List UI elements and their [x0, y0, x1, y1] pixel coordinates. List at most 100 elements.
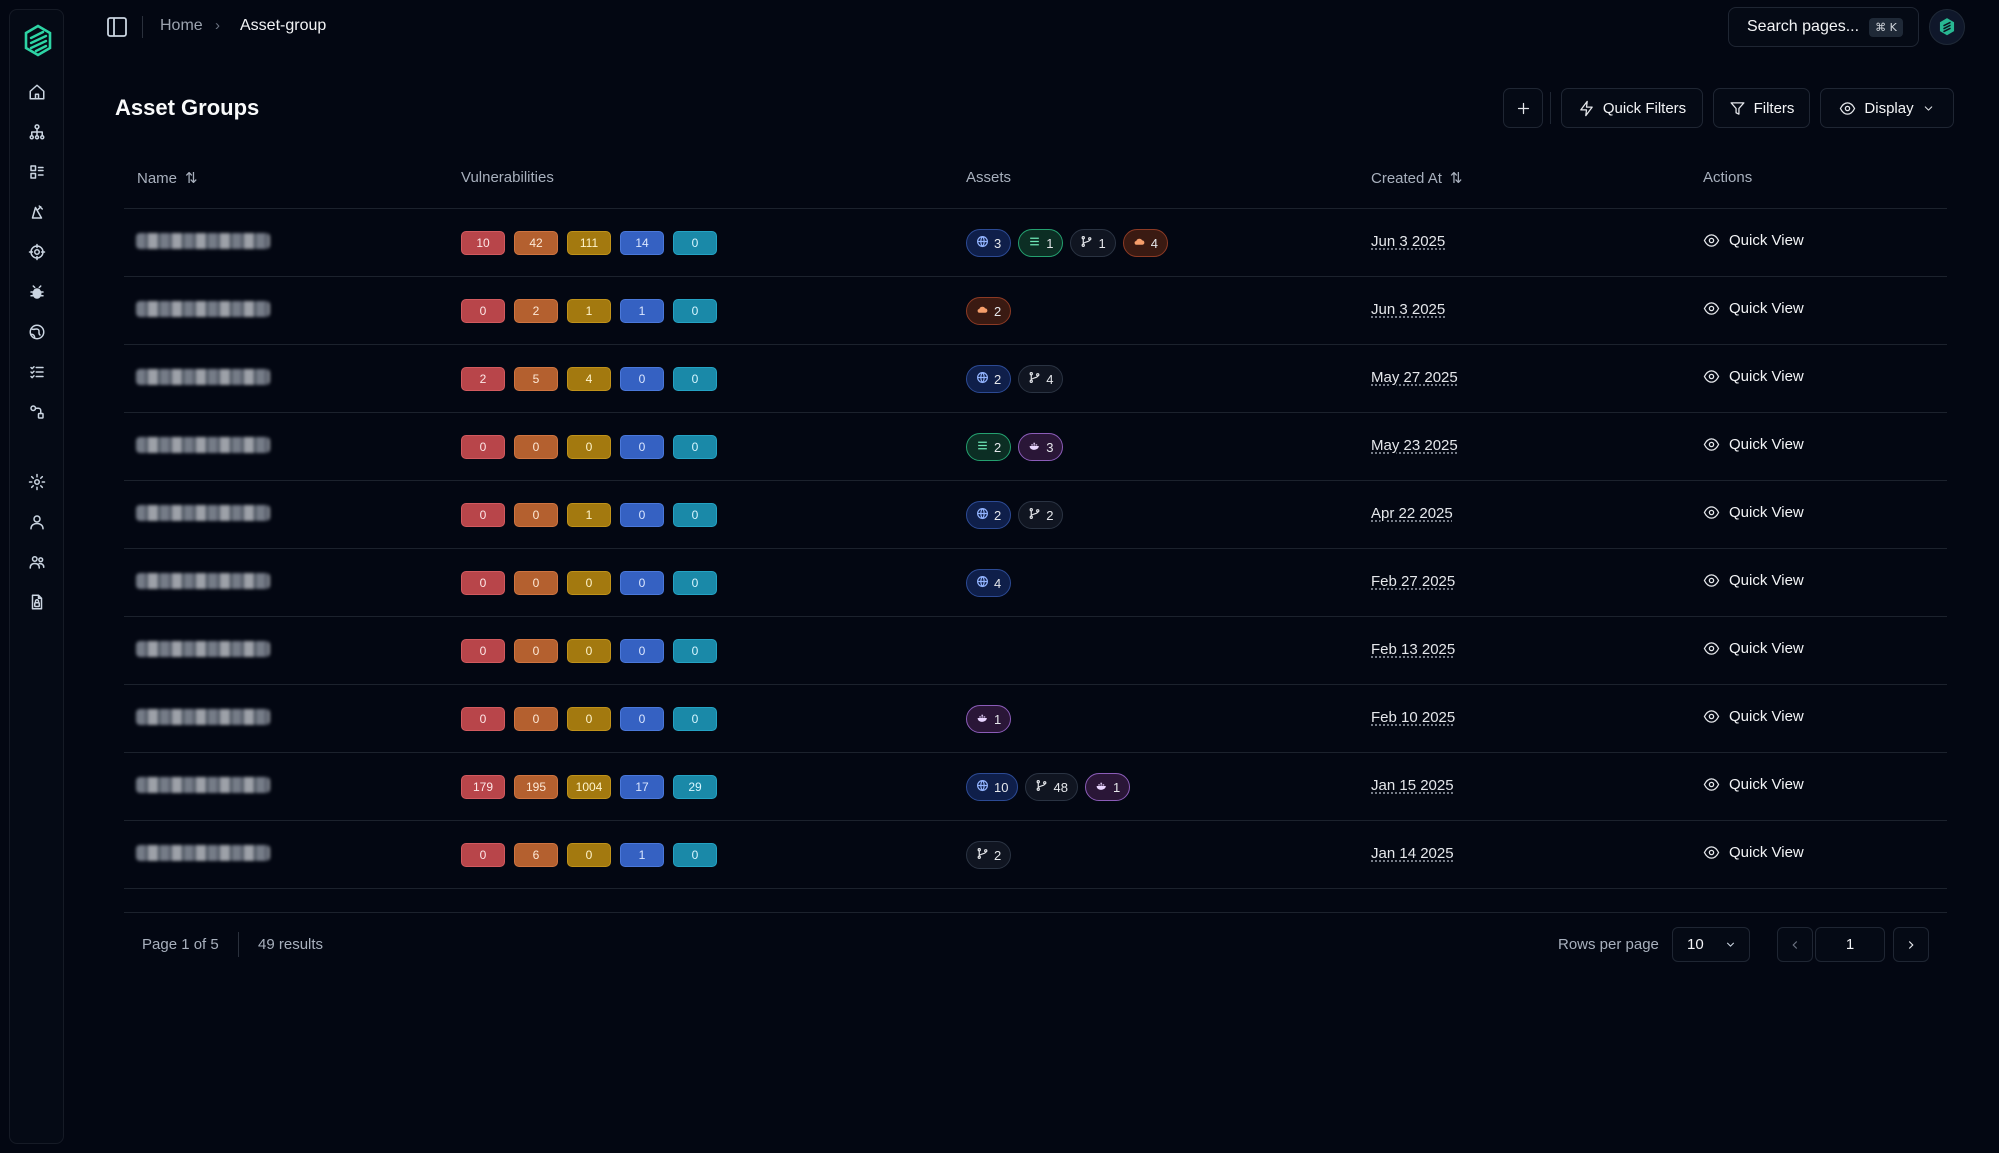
- user-icon[interactable]: [25, 510, 49, 534]
- medium-count-badge: 0: [567, 435, 611, 459]
- redacted-group-name[interactable]: [136, 845, 270, 861]
- domain-asset-badge[interactable]: 10: [966, 773, 1019, 801]
- created-at-date[interactable]: May 27 2025: [1371, 369, 1458, 386]
- created-at-date[interactable]: Feb 27 2025: [1371, 573, 1456, 590]
- sort-icon[interactable]: ⇅: [1449, 170, 1463, 187]
- asset-list-icon[interactable]: [25, 160, 49, 184]
- redacted-group-name[interactable]: [136, 437, 270, 453]
- created-at-date[interactable]: Jun 3 2025: [1371, 233, 1446, 250]
- home-icon[interactable]: [25, 80, 49, 104]
- hierarchy-icon[interactable]: [25, 120, 49, 144]
- table-row[interactable]: 0 6 0 1 0 2 Jan 14 2025 Quick View: [124, 821, 1947, 889]
- redacted-group-name[interactable]: [136, 573, 270, 589]
- breadcrumb-home[interactable]: Home: [160, 17, 203, 34]
- redacted-group-name[interactable]: [136, 709, 270, 725]
- created-at-date[interactable]: Jan 14 2025: [1371, 845, 1454, 862]
- quick-view-button[interactable]: Quick View: [1703, 776, 1804, 793]
- ip-asset-badge[interactable]: 1: [1018, 229, 1064, 257]
- table-row[interactable]: 0 0 0 0 0 4 Feb 27 2025 Quick View: [124, 549, 1947, 617]
- created-at-date[interactable]: Feb 13 2025: [1371, 641, 1456, 658]
- quick-view-button[interactable]: Quick View: [1703, 708, 1804, 725]
- file-lock-icon[interactable]: [25, 590, 49, 614]
- created-at-date[interactable]: Apr 22 2025: [1371, 505, 1453, 522]
- team-icon[interactable]: [25, 550, 49, 574]
- created-at-date[interactable]: Jan 15 2025: [1371, 777, 1454, 794]
- repo-asset-badge[interactable]: 4: [1018, 365, 1064, 393]
- domain-asset-badge[interactable]: 2: [966, 365, 1012, 393]
- quick-view-button[interactable]: Quick View: [1703, 572, 1804, 589]
- repo-asset-badge[interactable]: 48: [1025, 773, 1078, 801]
- redacted-group-name[interactable]: [136, 369, 270, 385]
- avatar[interactable]: [1929, 9, 1965, 45]
- table-row[interactable]: 179 195 1004 17 29 10 48 1 Jan 15 2025 Quick View: [124, 753, 1947, 821]
- search-shortcut-badge: ⌘ K: [1869, 17, 1903, 37]
- bug-icon[interactable]: [25, 280, 49, 304]
- cloud-asset-badge[interactable]: 2: [966, 297, 1012, 325]
- redacted-group-name[interactable]: [136, 505, 270, 521]
- container-asset-badge[interactable]: 3: [1018, 433, 1064, 461]
- repo-asset-badge[interactable]: 1: [1070, 229, 1116, 257]
- integrations-icon[interactable]: [25, 400, 49, 424]
- high-count-badge: 0: [514, 639, 558, 663]
- table-row[interactable]: 0 0 0 0 0 Feb 13 2025 Quick View: [124, 617, 1947, 685]
- container-asset-badge[interactable]: 1: [966, 705, 1012, 733]
- eye-icon: [1703, 370, 1720, 383]
- display-button[interactable]: Display: [1820, 88, 1954, 128]
- settings-icon[interactable]: [25, 470, 49, 494]
- globe-icon[interactable]: [25, 320, 49, 344]
- quick-view-button[interactable]: Quick View: [1703, 232, 1804, 249]
- column-name[interactable]: Name ⇅: [137, 169, 198, 188]
- quick-filters-button[interactable]: Quick Filters: [1561, 88, 1703, 128]
- cloud-asset-badge[interactable]: 4: [1122, 229, 1168, 257]
- brand-logo[interactable]: [23, 24, 53, 58]
- target-icon[interactable]: [25, 240, 49, 264]
- created-at-date[interactable]: May 23 2025: [1371, 437, 1458, 454]
- repo-asset-badge[interactable]: 2: [1018, 501, 1064, 529]
- eye-icon: [1703, 710, 1720, 723]
- redacted-group-name[interactable]: [136, 233, 270, 249]
- page-number-input[interactable]: [1815, 927, 1885, 962]
- ip-asset-badge[interactable]: 2: [966, 433, 1012, 461]
- column-created-at[interactable]: Created At ⇅: [1371, 169, 1463, 188]
- asset-count: 1: [1112, 779, 1121, 795]
- quick-view-button[interactable]: Quick View: [1703, 844, 1804, 861]
- cloud-icon: [976, 303, 989, 319]
- filters-button[interactable]: Filters: [1713, 88, 1810, 128]
- asset-badges: 10 48 1: [966, 773, 1131, 801]
- redacted-group-name[interactable]: [136, 301, 270, 317]
- search-pages-button[interactable]: Search pages... ⌘ K: [1728, 7, 1919, 47]
- quick-view-label: Quick View: [1729, 300, 1804, 317]
- sidebar-toggle-icon[interactable]: [105, 15, 129, 39]
- table-row[interactable]: 0 0 1 0 0 2 2 Apr 22 2025 Quick View: [124, 481, 1947, 549]
- rows-per-page-select[interactable]: 10: [1672, 927, 1750, 962]
- alert-icon[interactable]: [25, 200, 49, 224]
- redacted-group-name[interactable]: [136, 777, 270, 793]
- checklist-icon[interactable]: [25, 360, 49, 384]
- repo-asset-badge[interactable]: 2: [966, 841, 1012, 869]
- table-row[interactable]: 0 0 0 0 0 1 Feb 10 2025 Quick View: [124, 685, 1947, 753]
- table-row[interactable]: 10 42 111 14 0 3 1 1 4 Jun 3 2025 Quick View: [124, 209, 1947, 277]
- domain-asset-badge[interactable]: 3: [966, 229, 1012, 257]
- quick-view-button[interactable]: Quick View: [1703, 640, 1804, 657]
- redacted-group-name[interactable]: [136, 641, 270, 657]
- domain-asset-badge[interactable]: 4: [966, 569, 1012, 597]
- created-at-date[interactable]: Jun 3 2025: [1371, 301, 1446, 318]
- quick-view-button[interactable]: Quick View: [1703, 368, 1804, 385]
- quick-view-button[interactable]: Quick View: [1703, 504, 1804, 521]
- table-row[interactable]: 2 5 4 0 0 2 4 May 27 2025 Quick View: [124, 345, 1947, 413]
- created-at-date[interactable]: Feb 10 2025: [1371, 709, 1456, 726]
- asset-count: 48: [1053, 779, 1068, 795]
- add-asset-group-button[interactable]: [1503, 88, 1543, 128]
- sort-icon[interactable]: ⇅: [185, 170, 198, 187]
- asset-count: 2: [994, 847, 1002, 863]
- asset-badges: 1: [966, 705, 1012, 733]
- table-row[interactable]: 0 2 1 1 0 2 Jun 3 2025 Quick View: [124, 277, 1947, 345]
- previous-page-button[interactable]: [1777, 927, 1813, 962]
- asset-count: 1: [994, 711, 1002, 727]
- container-asset-badge[interactable]: 1: [1084, 773, 1131, 801]
- table-row[interactable]: 0 0 0 0 0 2 3 May 23 2025 Quick View: [124, 413, 1947, 481]
- quick-view-button[interactable]: Quick View: [1703, 436, 1804, 453]
- quick-view-button[interactable]: Quick View: [1703, 300, 1804, 317]
- next-page-button[interactable]: [1893, 927, 1929, 962]
- domain-asset-badge[interactable]: 2: [966, 501, 1012, 529]
